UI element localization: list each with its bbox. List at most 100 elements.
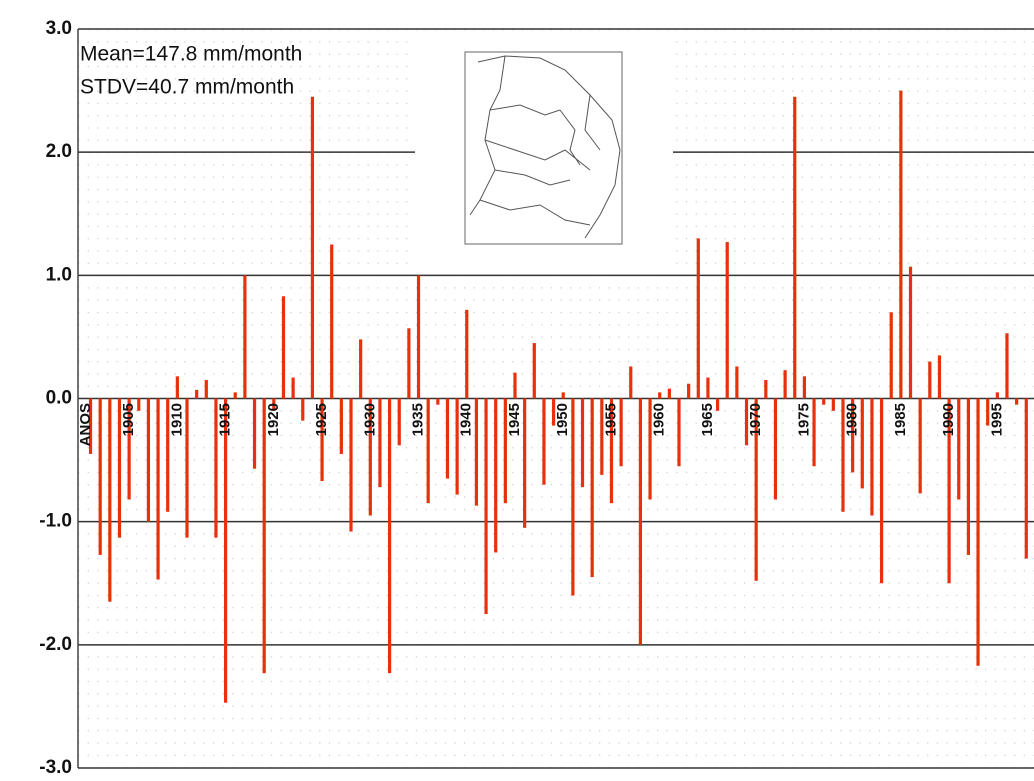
bar xyxy=(773,398,778,500)
bar xyxy=(744,398,749,446)
bar xyxy=(1024,398,1028,559)
bar xyxy=(108,398,112,602)
bar xyxy=(339,398,343,454)
bar xyxy=(609,398,614,504)
x-tick-label: 1915 xyxy=(217,403,234,436)
bar xyxy=(764,380,768,399)
bar xyxy=(783,370,787,399)
bar xyxy=(735,366,739,399)
bar xyxy=(696,238,700,399)
bar xyxy=(378,398,382,488)
bar xyxy=(667,388,671,399)
bar xyxy=(175,376,179,399)
bar xyxy=(580,398,585,488)
bar xyxy=(841,398,845,512)
bar xyxy=(146,398,151,522)
bar xyxy=(117,398,122,538)
annotation: Mean=147.8 mm/month xyxy=(80,43,302,66)
bar xyxy=(879,398,884,584)
y-tick-label: 2.0 xyxy=(46,141,72,162)
bar xyxy=(214,398,218,538)
bar xyxy=(397,398,401,446)
y-tick-label: -2.0 xyxy=(39,634,72,655)
bar xyxy=(252,398,257,469)
bar xyxy=(204,380,208,399)
x-tick-label: 1990 xyxy=(940,403,957,436)
x-tick-label: 1935 xyxy=(410,403,427,436)
bar xyxy=(1015,398,1019,405)
bar xyxy=(687,383,691,399)
bar xyxy=(966,398,971,555)
bar xyxy=(243,275,247,399)
x-axis-label: ANOS xyxy=(77,403,94,446)
bar xyxy=(513,372,517,399)
bar xyxy=(272,398,276,411)
bar xyxy=(706,377,710,399)
bar xyxy=(928,361,932,399)
x-tick-label: 1930 xyxy=(361,403,378,436)
bar xyxy=(715,398,720,411)
bar xyxy=(629,366,633,399)
bar xyxy=(88,398,93,454)
bar xyxy=(436,398,440,405)
bar xyxy=(426,398,430,504)
inset-map xyxy=(464,51,623,245)
bar xyxy=(812,398,816,467)
bar xyxy=(860,398,864,489)
inset-background xyxy=(415,40,673,265)
x-tick-label: 1980 xyxy=(844,403,861,436)
x-tick-label: 1905 xyxy=(120,403,137,436)
bar xyxy=(195,389,199,399)
bar xyxy=(851,398,855,473)
y-tick-label: 3.0 xyxy=(46,18,72,39)
bar xyxy=(947,398,951,584)
x-tick-label: 1950 xyxy=(554,403,571,436)
bar xyxy=(918,398,922,494)
bar xyxy=(185,398,189,538)
bar xyxy=(976,398,980,666)
bar xyxy=(831,398,835,411)
bar xyxy=(725,242,729,399)
bar xyxy=(523,398,527,528)
x-tick-label: 1945 xyxy=(506,403,523,436)
bar xyxy=(677,398,681,467)
bar xyxy=(889,312,893,399)
x-tick-label: 1925 xyxy=(313,403,330,436)
bar xyxy=(301,398,305,421)
y-tick-label: 1.0 xyxy=(46,264,72,285)
y-tick-label: 0.0 xyxy=(46,388,72,409)
bar xyxy=(1005,333,1009,399)
bar xyxy=(571,398,575,596)
bar xyxy=(957,398,961,500)
bar xyxy=(937,355,942,399)
bar xyxy=(986,398,990,426)
annotation: STDV=40.7 mm/month xyxy=(80,76,294,99)
bar xyxy=(359,339,363,399)
bar xyxy=(445,398,450,479)
x-tick-label: 1965 xyxy=(699,403,716,436)
bar xyxy=(822,398,826,405)
bar xyxy=(870,398,874,516)
bar xyxy=(320,398,324,482)
bar xyxy=(793,96,797,399)
x-tick-label: 1970 xyxy=(747,403,764,436)
bars xyxy=(88,90,1028,703)
bar xyxy=(494,398,498,553)
x-tick-label: 1920 xyxy=(265,403,282,436)
x-tick-label: 1975 xyxy=(795,403,812,436)
bar xyxy=(291,377,295,399)
bar xyxy=(281,296,286,399)
bar xyxy=(754,398,758,581)
bar xyxy=(223,398,228,703)
bar xyxy=(166,398,170,512)
bar xyxy=(455,398,459,495)
bar xyxy=(156,398,160,580)
bar xyxy=(484,398,488,615)
bar xyxy=(465,309,469,399)
bar xyxy=(387,398,392,674)
bar xyxy=(899,90,903,399)
bar xyxy=(561,392,565,399)
x-tick-label: 1940 xyxy=(458,403,475,436)
bar xyxy=(474,398,479,506)
bar xyxy=(551,398,556,426)
